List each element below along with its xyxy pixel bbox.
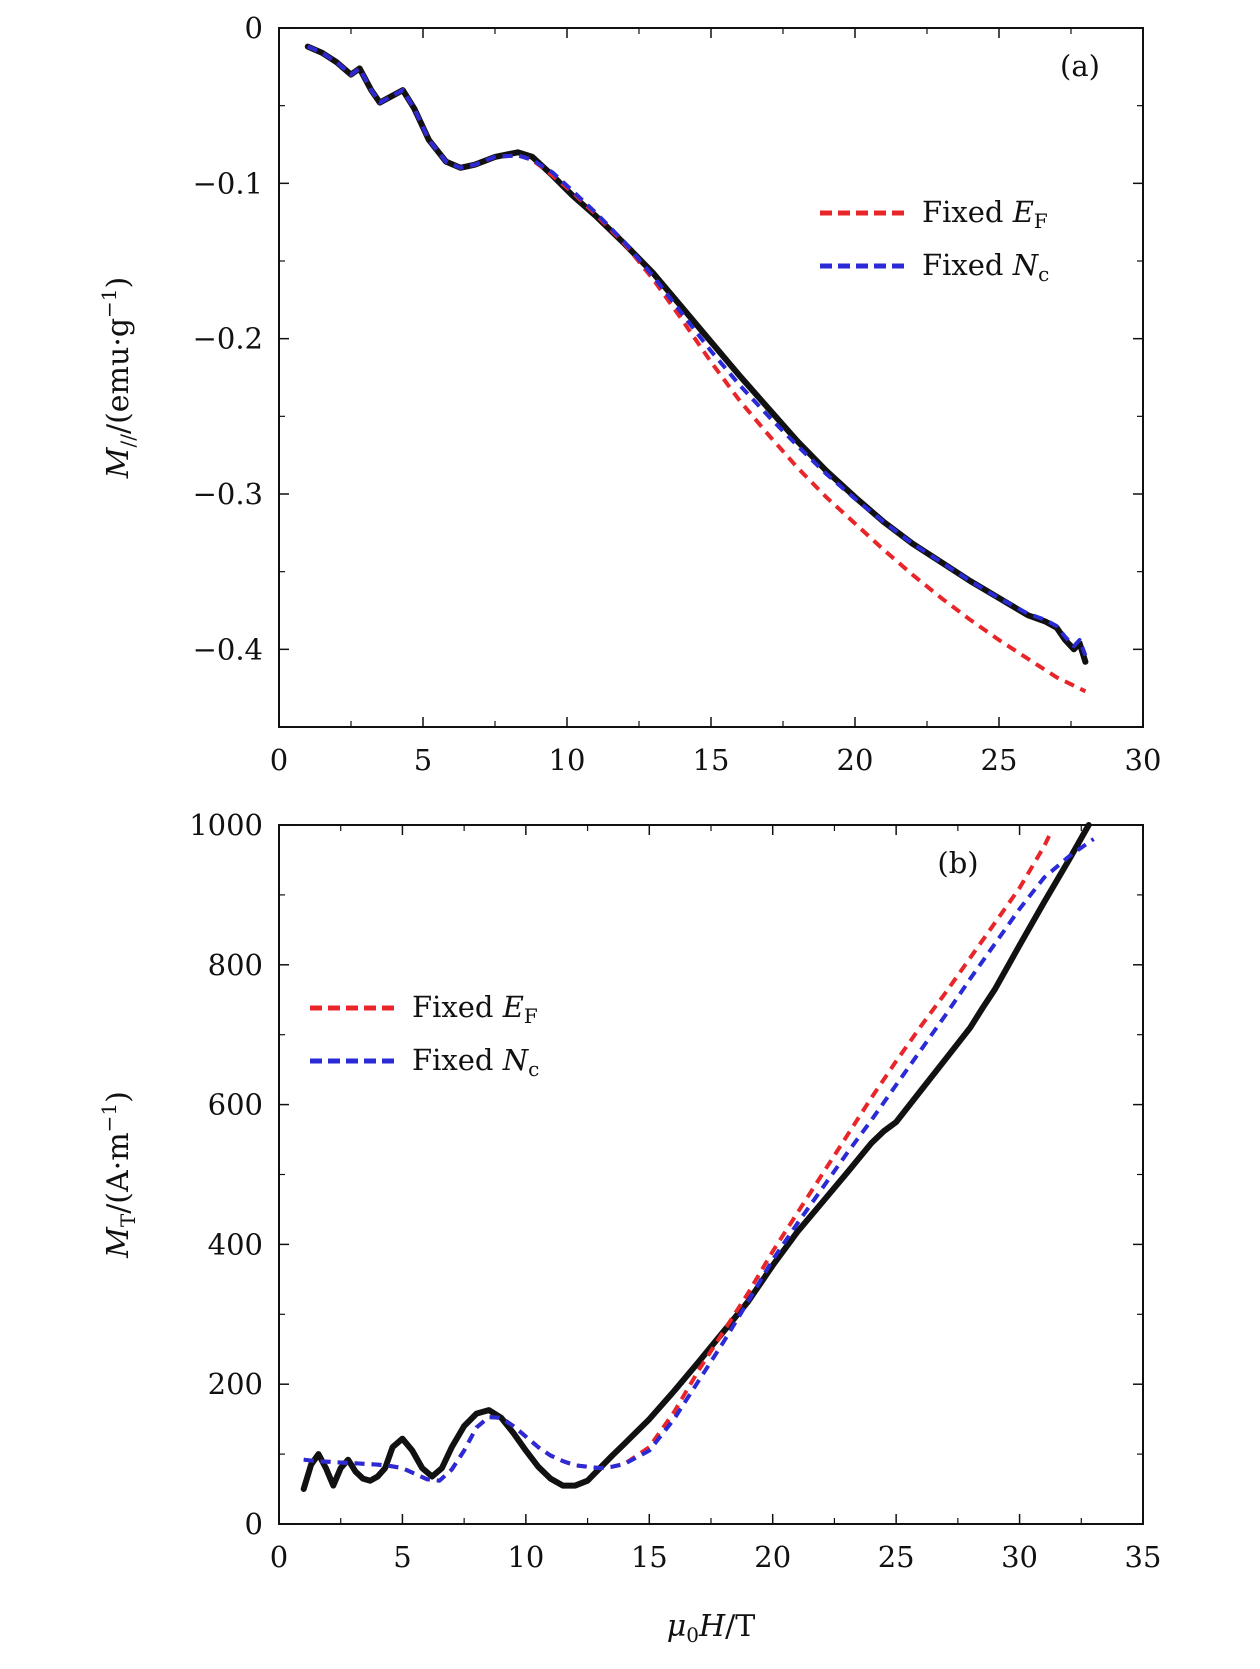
legend-text-var: E [1012,195,1034,229]
legend-text-prefix: Fixed [412,1043,503,1077]
legend-text-sub: F [1034,209,1048,233]
y-title-unit: /(A·m [101,1132,136,1213]
panel-a: 0 5 10 15 20 25 30 0 −0.1 −0.2 −0.3 −0.4 (a) Fixed EF… [97,11,1161,777]
legend-text-prefix: Fixed [922,248,1013,282]
y-tick-label: 200 [208,1367,263,1401]
y-title-close: ) [101,1091,136,1103]
x-tick-label: 15 [631,1540,668,1574]
x-tick-label: 30 [1125,743,1162,777]
legend-text-prefix: Fixed [922,195,1013,229]
x-title-mu: μ [667,1609,687,1644]
y-tick-label: −0.2 [193,322,263,356]
y-tick-label: −0.3 [193,477,263,511]
y-tick-label: 400 [208,1227,263,1261]
panel-label: (a) [1060,49,1100,83]
x-tick-label: 30 [1001,1540,1038,1574]
legend-text-sub: c [528,1057,539,1081]
x-title-var: H [698,1609,726,1644]
legend-label: Fixed EF [412,990,538,1028]
legend-text-var: N [502,1043,530,1077]
panel-b: 0 5 10 15 20 25 30 35 0 200 400 600 800 1000 (b) Fixed … [97,808,1161,1647]
y-title-exp: −1 [97,1103,121,1132]
plot-frame [278,824,1144,1525]
plot-frame [278,27,1144,728]
y-axis-title: MT/(A·m−1) [97,1091,140,1259]
x-axis-title: μ0H/T [667,1609,756,1647]
legend-text-sub: F [524,1004,538,1028]
y-tick-label: 800 [208,948,263,982]
x-tick-label: 5 [414,743,432,777]
y-tick-label: 0 [245,11,263,45]
series-line-experiment [300,822,1092,1492]
y-title-var: M [101,1226,136,1259]
legend-label: Fixed EF [922,195,1048,233]
y-title-unit: /(emu·g [101,318,136,434]
legend-label: Fixed Nc [922,248,1049,286]
y-tick-label: −0.1 [193,166,263,200]
series-line-fixed-nc [303,837,1095,1483]
series-line-experiment [304,43,1089,665]
legend-text-sub: c [1038,262,1049,286]
panel-label: (b) [937,846,978,880]
x-tick-label: 5 [393,1540,411,1574]
y-tick-label: −0.4 [193,632,263,666]
y-title-sub: T [116,1213,140,1227]
x-tick-label: 10 [549,743,586,777]
x-tick-label: 25 [981,743,1018,777]
legend-text-var: E [502,990,524,1024]
legend-text-prefix: Fixed [412,990,503,1024]
x-tick-label: 15 [693,743,730,777]
legend-text-var: N [1012,248,1040,282]
x-title-sub: 0 [686,1623,699,1647]
x-title-unit: /T [725,1609,755,1644]
y-title-close: ) [101,277,136,289]
y-axis-title: M///(emu·g−1) [97,277,140,479]
legend-label: Fixed Nc [412,1043,539,1081]
y-title-sub: // [116,434,140,448]
x-tick-label: 35 [1125,1540,1162,1574]
x-tick-label: 10 [507,1540,544,1574]
y-title-var: M [101,446,136,479]
y-tick-label: 600 [208,1088,263,1122]
y-tick-label: 0 [245,1507,263,1541]
x-tick-label: 25 [878,1540,915,1574]
x-tick-label: 20 [837,743,874,777]
y-title-exp: −1 [97,288,121,317]
x-tick-label: 20 [754,1540,791,1574]
series-line-fixed-ef [306,44,1087,694]
x-tick-label: 0 [270,743,288,777]
series-line-fixed-nc [306,44,1088,657]
y-tick-label: 1000 [189,808,263,842]
x-tick-label: 0 [270,1540,288,1574]
